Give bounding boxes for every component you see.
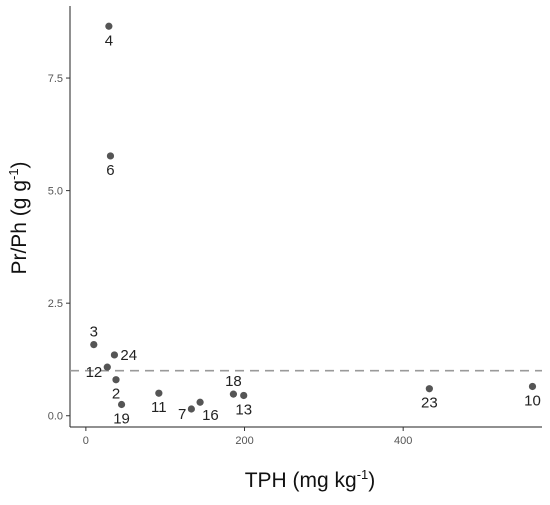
point-label: 18 [225,373,242,390]
point-label: 12 [86,364,103,381]
x-axis-title: TPH (mg kg-1) [245,467,376,492]
data-point [90,341,98,349]
point-label: 4 [105,32,113,49]
x-tick-label: 400 [394,435,412,447]
data-point [106,152,115,160]
point-label: 24 [120,347,137,364]
point-label: 11 [151,399,167,416]
data-point [117,400,126,409]
y-tick-label: 2.5 [48,298,63,310]
point-label: 7 [178,406,186,423]
y-tick-label: 5.0 [48,186,63,198]
data-point [528,382,537,391]
data-point [110,351,119,359]
point-label: 2 [112,386,120,403]
data-point [105,22,113,30]
data-point [155,389,163,397]
point-label: 23 [421,395,438,412]
data-point [240,391,248,400]
y-tick-label: 0.0 [48,411,63,423]
data-point [229,390,238,398]
data-point [425,385,433,393]
data-point [196,398,204,406]
x-tick-label: 0 [83,435,89,447]
point-label: 13 [235,401,252,418]
data-point [103,363,111,371]
point-label: 10 [524,392,541,409]
plot-area: 0.0 2.5 5.0 7.5 0 200 400 4 6 3 24 12 2 19 11 7 16 18 13 23… [48,6,542,447]
x-tick-label: 200 [235,435,253,447]
point-label: 6 [106,162,114,179]
y-tick-label: 7.5 [48,73,63,85]
point-label: 16 [202,407,219,424]
point-label: 19 [113,410,130,427]
y-axis-title: Pr/Ph (g g-1) [6,161,31,274]
point-label: 3 [90,324,98,341]
data-point [187,405,195,413]
data-point [112,376,120,384]
